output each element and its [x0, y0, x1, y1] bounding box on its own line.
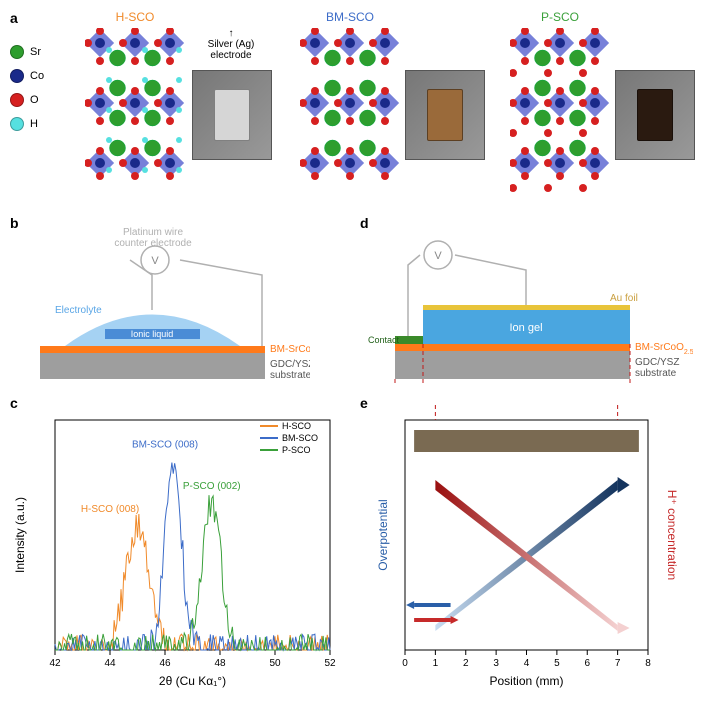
ion-gel-label: Ion gel	[509, 322, 542, 334]
svg-text:52: 52	[324, 658, 336, 669]
svg-text:48: 48	[214, 658, 226, 669]
substrate-label-d: GDC/YSZsubstrate	[635, 357, 679, 379]
ionic-liquid-label: Ionic liquid	[131, 329, 174, 339]
legend-label: O	[30, 94, 39, 106]
electrode-annotation: ↑Silver (Ag)electrode	[196, 28, 266, 61]
phase-title-bm-sco: BM-SCO	[300, 10, 400, 24]
crystal-structure-p-sco	[510, 28, 610, 193]
svg-text:Intensity (a.u.): Intensity (a.u.)	[13, 497, 27, 573]
panel-d-schematic: Ion gel V Au foil Contact BM-SrCoO2.5 GD…	[360, 215, 693, 385]
svg-text:2: 2	[463, 658, 469, 669]
crystal-structure-h-sco	[85, 28, 185, 193]
svg-text:5: 5	[554, 658, 560, 669]
legend-item-o: O	[10, 93, 70, 107]
svg-text:H-SCO (008): H-SCO (008)	[81, 504, 139, 515]
legend-swatch	[10, 93, 24, 107]
svg-text:1: 1	[433, 658, 439, 669]
svg-text:2θ (Cu Kα₁°): 2θ (Cu Kα₁°)	[159, 674, 226, 688]
contact-label: Contact	[368, 335, 400, 345]
svg-text:7: 7	[615, 658, 621, 669]
svg-text:H-SCO: H-SCO	[282, 421, 311, 431]
panel-e: e 012345678Position (mm)OverpotentialH⁺ …	[360, 395, 693, 695]
voltmeter-label-b: V	[151, 255, 159, 267]
svg-text:P-SCO (002): P-SCO (002)	[183, 481, 241, 492]
legend-label: Sr	[30, 46, 41, 58]
svg-text:46: 46	[159, 658, 171, 669]
svg-text:Overpotential: Overpotential	[376, 499, 390, 570]
panel-b: b Ionic liquid V Platinum wirecounter el…	[10, 215, 310, 385]
film-label-d: BM-SrCoO2.5	[635, 342, 693, 356]
legend-item-co: Co	[10, 69, 70, 83]
svg-text:4: 4	[524, 658, 530, 669]
panel-a: a Sr Co OH ↑Silver (Ag)electrode H-SCO BM-S…	[10, 10, 693, 200]
svg-text:0: 0	[402, 658, 408, 669]
panel-b-schematic: Ionic liquid V Platinum wirecounter elec…	[10, 215, 310, 385]
legend-item-h: H	[10, 117, 70, 131]
panel-d: d Ion gel V Au foil Contact BM-SrCoO2.5 …	[360, 215, 693, 385]
svg-text:BM-SCO: BM-SCO	[282, 433, 318, 443]
legend-label: H	[30, 118, 38, 130]
sample-photo-p-sco	[615, 70, 695, 160]
phase-title-p-sco: P-SCO	[510, 10, 610, 24]
panel-a-label: a	[10, 10, 18, 26]
atom-legend: Sr Co OH	[10, 45, 70, 141]
substrate-label-b: GDC/YSZsubstrate	[270, 359, 310, 381]
legend-swatch	[10, 117, 24, 131]
legend-swatch	[10, 45, 24, 59]
legend-item-sr: Sr	[10, 45, 70, 59]
legend-swatch	[10, 69, 24, 83]
svg-text:3: 3	[493, 658, 499, 669]
svg-text:50: 50	[269, 658, 281, 669]
au-label: Au foil	[610, 293, 638, 304]
svg-text:6: 6	[584, 658, 590, 669]
voltmeter-label-d: V	[434, 250, 442, 262]
svg-text:H⁺ concentration: H⁺ concentration	[665, 490, 679, 580]
panel-b-label: b	[10, 215, 19, 231]
film-label-b: BM-SrCoO2.5	[270, 344, 310, 358]
svg-text:8: 8	[645, 658, 651, 669]
electrolyte-label: Electrolyte	[55, 305, 102, 316]
sample-photo-bm-sco	[405, 70, 485, 160]
svg-text:P-SCO: P-SCO	[282, 445, 311, 455]
panel-d-label: d	[360, 215, 369, 231]
svg-text:44: 44	[104, 658, 116, 669]
crystal-structure-bm-sco	[300, 28, 400, 193]
phase-title-h-sco: H-SCO	[85, 10, 185, 24]
panel-c: c 4244464850522θ (Cu Kα₁°)Intensity (a.u…	[10, 395, 340, 695]
legend-label: Co	[30, 70, 44, 82]
svg-text:Position (mm): Position (mm)	[489, 674, 563, 688]
gradient-plot: 0 1 2 3 4 5 6 7 8 Position (mm) Overpotential H⁺ co…	[360, 405, 693, 690]
xrd-plot: 42 44 46 48 50 52 2θ (Cu Kα₁°) Intensity (a.u.)…	[10, 405, 340, 690]
svg-text:BM-SCO (008): BM-SCO (008)	[132, 440, 198, 451]
svg-text:42: 42	[49, 658, 61, 669]
sample-photo-h-sco	[192, 70, 272, 160]
pt-label-b: Platinum wirecounter electrode	[114, 227, 192, 249]
